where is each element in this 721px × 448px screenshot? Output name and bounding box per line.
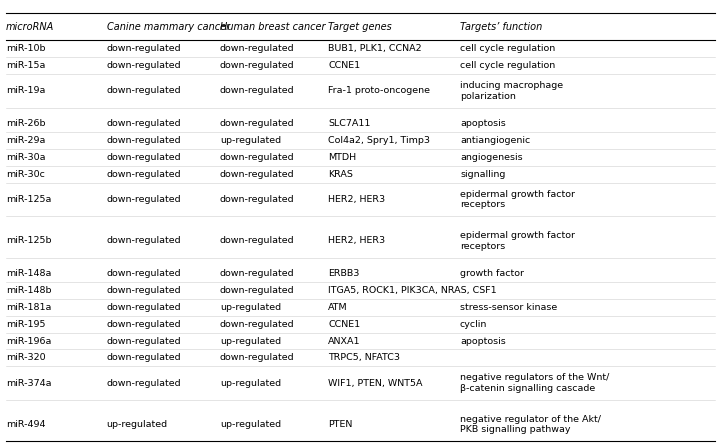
Text: down-regulated: down-regulated — [220, 61, 295, 70]
Text: KRAS: KRAS — [328, 170, 353, 179]
Text: down-regulated: down-regulated — [220, 44, 295, 53]
Text: miR-148a: miR-148a — [6, 269, 51, 278]
Text: signalling: signalling — [460, 170, 505, 179]
Text: down-regulated: down-regulated — [107, 119, 182, 128]
Text: miR-196a: miR-196a — [6, 336, 51, 345]
Text: down-regulated: down-regulated — [107, 195, 182, 204]
Text: up-regulated: up-regulated — [220, 136, 281, 145]
Text: down-regulated: down-regulated — [107, 61, 182, 70]
Text: PTEN: PTEN — [328, 420, 353, 429]
Text: Target genes: Target genes — [328, 22, 392, 32]
Text: miR-125b: miR-125b — [6, 236, 51, 246]
Text: miR-30a: miR-30a — [6, 153, 45, 162]
Text: down-regulated: down-regulated — [107, 44, 182, 53]
Text: down-regulated: down-regulated — [107, 303, 182, 312]
Text: angiogenesis: angiogenesis — [460, 153, 523, 162]
Text: miR-195: miR-195 — [6, 320, 45, 329]
Text: ERBB3: ERBB3 — [328, 269, 360, 278]
Text: down-regulated: down-regulated — [107, 136, 182, 145]
Text: up-regulated: up-regulated — [220, 303, 281, 312]
Text: apoptosis: apoptosis — [460, 119, 505, 128]
Text: SLC7A11: SLC7A11 — [328, 119, 371, 128]
Text: miR-15a: miR-15a — [6, 61, 45, 70]
Text: down-regulated: down-regulated — [107, 379, 182, 388]
Text: HER2, HER3: HER2, HER3 — [328, 236, 385, 246]
Text: ITGA5, ROCK1, PIK3CA, NRAS, CSF1: ITGA5, ROCK1, PIK3CA, NRAS, CSF1 — [328, 286, 497, 295]
Text: down-regulated: down-regulated — [107, 286, 182, 295]
Text: stress-sensor kinase: stress-sensor kinase — [460, 303, 557, 312]
Text: down-regulated: down-regulated — [220, 119, 295, 128]
Text: down-regulated: down-regulated — [107, 353, 182, 362]
Text: down-regulated: down-regulated — [220, 153, 295, 162]
Text: cyclin: cyclin — [460, 320, 487, 329]
Text: ATM: ATM — [328, 303, 348, 312]
Text: CCNE1: CCNE1 — [328, 61, 360, 70]
Text: TRPC5, NFATC3: TRPC5, NFATC3 — [328, 353, 400, 362]
Text: negative regulator of the Akt/
PKB signalling pathway: negative regulator of the Akt/ PKB signa… — [460, 414, 601, 434]
Text: miR-26b: miR-26b — [6, 119, 45, 128]
Text: miR-148b: miR-148b — [6, 286, 51, 295]
Text: down-regulated: down-regulated — [107, 170, 182, 179]
Text: ANXA1: ANXA1 — [328, 336, 360, 345]
Text: WIF1, PTEN, WNT5A: WIF1, PTEN, WNT5A — [328, 379, 423, 388]
Text: growth factor: growth factor — [460, 269, 524, 278]
Text: down-regulated: down-regulated — [220, 353, 295, 362]
Text: miR-19a: miR-19a — [6, 86, 45, 95]
Text: MTDH: MTDH — [328, 153, 356, 162]
Text: miR-494: miR-494 — [6, 420, 45, 429]
Text: down-regulated: down-regulated — [107, 269, 182, 278]
Text: negative regulators of the Wnt/
β-catenin signalling cascade: negative regulators of the Wnt/ β-cateni… — [460, 373, 609, 393]
Text: down-regulated: down-regulated — [220, 170, 295, 179]
Text: down-regulated: down-regulated — [107, 86, 182, 95]
Text: down-regulated: down-regulated — [220, 286, 295, 295]
Text: CCNE1: CCNE1 — [328, 320, 360, 329]
Text: up-regulated: up-regulated — [220, 420, 281, 429]
Text: Targets’ function: Targets’ function — [460, 22, 542, 32]
Text: HER2, HER3: HER2, HER3 — [328, 195, 385, 204]
Text: epidermal growth factor
receptors: epidermal growth factor receptors — [460, 231, 575, 251]
Text: down-regulated: down-regulated — [107, 153, 182, 162]
Text: miR-320: miR-320 — [6, 353, 45, 362]
Text: inducing macrophage
polarization: inducing macrophage polarization — [460, 81, 563, 101]
Text: BUB1, PLK1, CCNA2: BUB1, PLK1, CCNA2 — [328, 44, 422, 53]
Text: down-regulated: down-regulated — [107, 236, 182, 246]
Text: up-regulated: up-regulated — [107, 420, 168, 429]
Text: cell cycle regulation: cell cycle regulation — [460, 61, 555, 70]
Text: miR-181a: miR-181a — [6, 303, 51, 312]
Text: up-regulated: up-regulated — [220, 336, 281, 345]
Text: down-regulated: down-regulated — [220, 269, 295, 278]
Text: down-regulated: down-regulated — [107, 336, 182, 345]
Text: down-regulated: down-regulated — [107, 320, 182, 329]
Text: down-regulated: down-regulated — [220, 195, 295, 204]
Text: Col4a2, Spry1, Timp3: Col4a2, Spry1, Timp3 — [328, 136, 430, 145]
Text: epidermal growth factor
receptors: epidermal growth factor receptors — [460, 190, 575, 209]
Text: down-regulated: down-regulated — [220, 86, 295, 95]
Text: miR-30c: miR-30c — [6, 170, 45, 179]
Text: cell cycle regulation: cell cycle regulation — [460, 44, 555, 53]
Text: miR-29a: miR-29a — [6, 136, 45, 145]
Text: Fra-1 proto-oncogene: Fra-1 proto-oncogene — [328, 86, 430, 95]
Text: miR-10b: miR-10b — [6, 44, 45, 53]
Text: Canine mammary cancer: Canine mammary cancer — [107, 22, 230, 32]
Text: Human breast cancer: Human breast cancer — [220, 22, 325, 32]
Text: down-regulated: down-regulated — [220, 320, 295, 329]
Text: miR-125a: miR-125a — [6, 195, 51, 204]
Text: microRNA: microRNA — [6, 22, 54, 32]
Text: down-regulated: down-regulated — [220, 236, 295, 246]
Text: up-regulated: up-regulated — [220, 379, 281, 388]
Text: miR-374a: miR-374a — [6, 379, 51, 388]
Text: antiangiogenic: antiangiogenic — [460, 136, 530, 145]
Text: apoptosis: apoptosis — [460, 336, 505, 345]
